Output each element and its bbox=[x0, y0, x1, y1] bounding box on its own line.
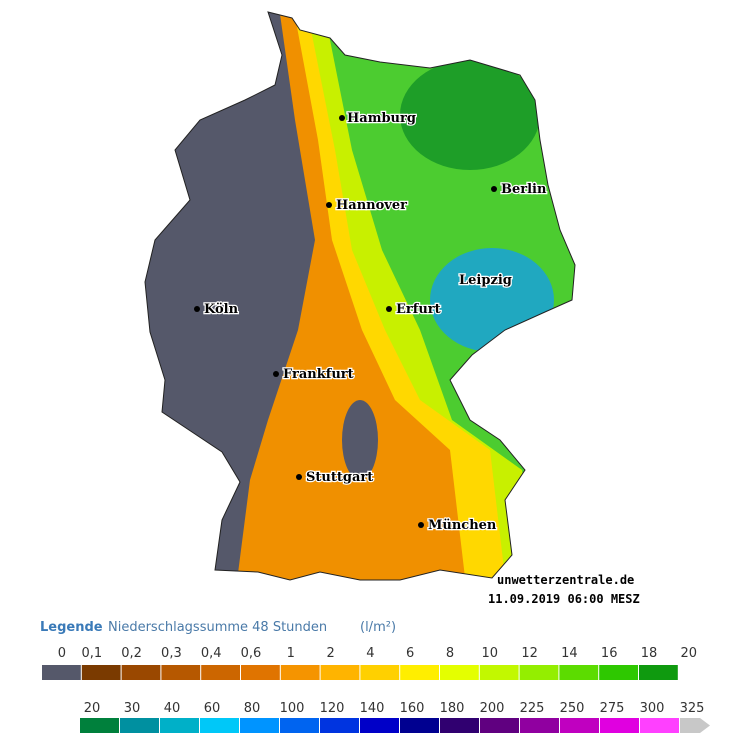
legend-label: 0,2 bbox=[121, 646, 142, 661]
legend-label: 30 bbox=[124, 701, 141, 716]
city-label: Leipzig bbox=[459, 273, 512, 288]
legend-label: 0,3 bbox=[161, 646, 182, 661]
legend-swatch bbox=[160, 718, 199, 733]
legend-label: 100 bbox=[280, 701, 305, 716]
legend-label: 1 bbox=[287, 646, 295, 661]
city-dot bbox=[386, 306, 392, 312]
legend-label: 4 bbox=[366, 646, 374, 661]
legend-swatch bbox=[80, 718, 119, 733]
city-label: Stuttgart bbox=[306, 470, 373, 485]
legend-swatch bbox=[480, 718, 519, 733]
legend-swatch bbox=[121, 665, 161, 680]
legend-label: 12 bbox=[521, 646, 538, 661]
city-label: Hannover bbox=[336, 198, 407, 213]
legend-label: 20 bbox=[84, 701, 101, 716]
legend-label: 40 bbox=[164, 701, 181, 716]
city-label: Berlin bbox=[501, 182, 547, 197]
legend-swatch bbox=[161, 665, 201, 680]
city-label: Frankfurt bbox=[283, 367, 354, 382]
legend-overflow bbox=[680, 718, 710, 733]
legend-label: 0,1 bbox=[81, 646, 102, 661]
city-dot bbox=[296, 474, 302, 480]
legend-swatch bbox=[81, 665, 121, 680]
legend-swatch bbox=[320, 665, 360, 680]
legend-label: 14 bbox=[561, 646, 578, 661]
legend-label: 140 bbox=[360, 701, 385, 716]
legend-swatch bbox=[560, 718, 599, 733]
legend-label: 200 bbox=[480, 701, 505, 716]
legend-swatch bbox=[201, 665, 240, 680]
legend-label: 160 bbox=[400, 701, 425, 716]
legend-label: 6 bbox=[406, 646, 414, 661]
legend-swatch bbox=[241, 665, 280, 680]
legend-swatch bbox=[360, 718, 399, 733]
city-dot bbox=[491, 186, 497, 192]
city-label: Hamburg bbox=[347, 111, 416, 126]
city-dot bbox=[418, 522, 424, 528]
source: unwetterzentrale.de bbox=[497, 573, 634, 587]
legend-swatch bbox=[440, 718, 479, 733]
legend-label: 60 bbox=[204, 701, 221, 716]
legend-swatch bbox=[479, 665, 519, 680]
legend-swatch bbox=[400, 718, 439, 733]
legend-label: 0 bbox=[58, 646, 66, 661]
precip-map bbox=[145, 12, 575, 580]
city-label: München bbox=[428, 518, 497, 533]
legend-swatch bbox=[240, 718, 279, 733]
city-dot bbox=[273, 371, 279, 377]
timestamp: 11.09.2019 06:00 MESZ bbox=[488, 592, 640, 606]
legend-swatch bbox=[400, 665, 439, 680]
city-dot bbox=[326, 202, 332, 208]
legend-label: 16 bbox=[601, 646, 618, 661]
city-label: Erfurt bbox=[396, 302, 441, 317]
legend-swatch bbox=[600, 718, 639, 733]
legend-label: 20 bbox=[681, 646, 698, 661]
legend-swatch bbox=[280, 665, 320, 680]
legend-swatch bbox=[599, 665, 638, 680]
legend-swatch bbox=[640, 718, 679, 733]
legend-label: 18 bbox=[641, 646, 658, 661]
legend-swatch bbox=[42, 665, 81, 680]
legend-label: 325 bbox=[680, 701, 705, 716]
legend: Legende Niederschlagssumme 48 Stunden (l… bbox=[40, 620, 710, 733]
city-dot bbox=[194, 306, 200, 312]
legend-swatch bbox=[200, 718, 239, 733]
legend-swatch bbox=[520, 718, 559, 733]
legend-swatch bbox=[519, 665, 559, 680]
city-dot bbox=[339, 115, 345, 121]
legend-label: 0,4 bbox=[201, 646, 222, 661]
legend-label: 8 bbox=[446, 646, 454, 661]
legend-label: 0,6 bbox=[241, 646, 262, 661]
cities: Hamburg Berlin Hannover Leipzig Köln Erf… bbox=[194, 110, 548, 534]
legend-label: 225 bbox=[520, 701, 545, 716]
legend-swatch bbox=[559, 665, 599, 680]
legend-swatch bbox=[639, 665, 678, 680]
legend-swatch bbox=[360, 665, 400, 680]
legend-label: 300 bbox=[640, 701, 665, 716]
city-label: Köln bbox=[204, 302, 239, 317]
legend-swatch bbox=[320, 718, 359, 733]
country-border bbox=[144, 11, 576, 581]
legend-label: 250 bbox=[560, 701, 585, 716]
legend-label: 10 bbox=[482, 646, 499, 661]
legend-label: 120 bbox=[320, 701, 345, 716]
legend-swatch bbox=[120, 718, 159, 733]
legend-unit: (l/m²) bbox=[360, 620, 396, 635]
legend-label: 2 bbox=[326, 646, 334, 661]
legend-label: 275 bbox=[600, 701, 625, 716]
legend-swatch bbox=[280, 718, 319, 733]
legend-title: Legende bbox=[40, 620, 103, 635]
legend-swatch bbox=[440, 665, 479, 680]
legend-label: 80 bbox=[244, 701, 261, 716]
legend-label: 180 bbox=[440, 701, 465, 716]
legend-subtitle: Niederschlagssumme 48 Stunden bbox=[108, 620, 327, 635]
